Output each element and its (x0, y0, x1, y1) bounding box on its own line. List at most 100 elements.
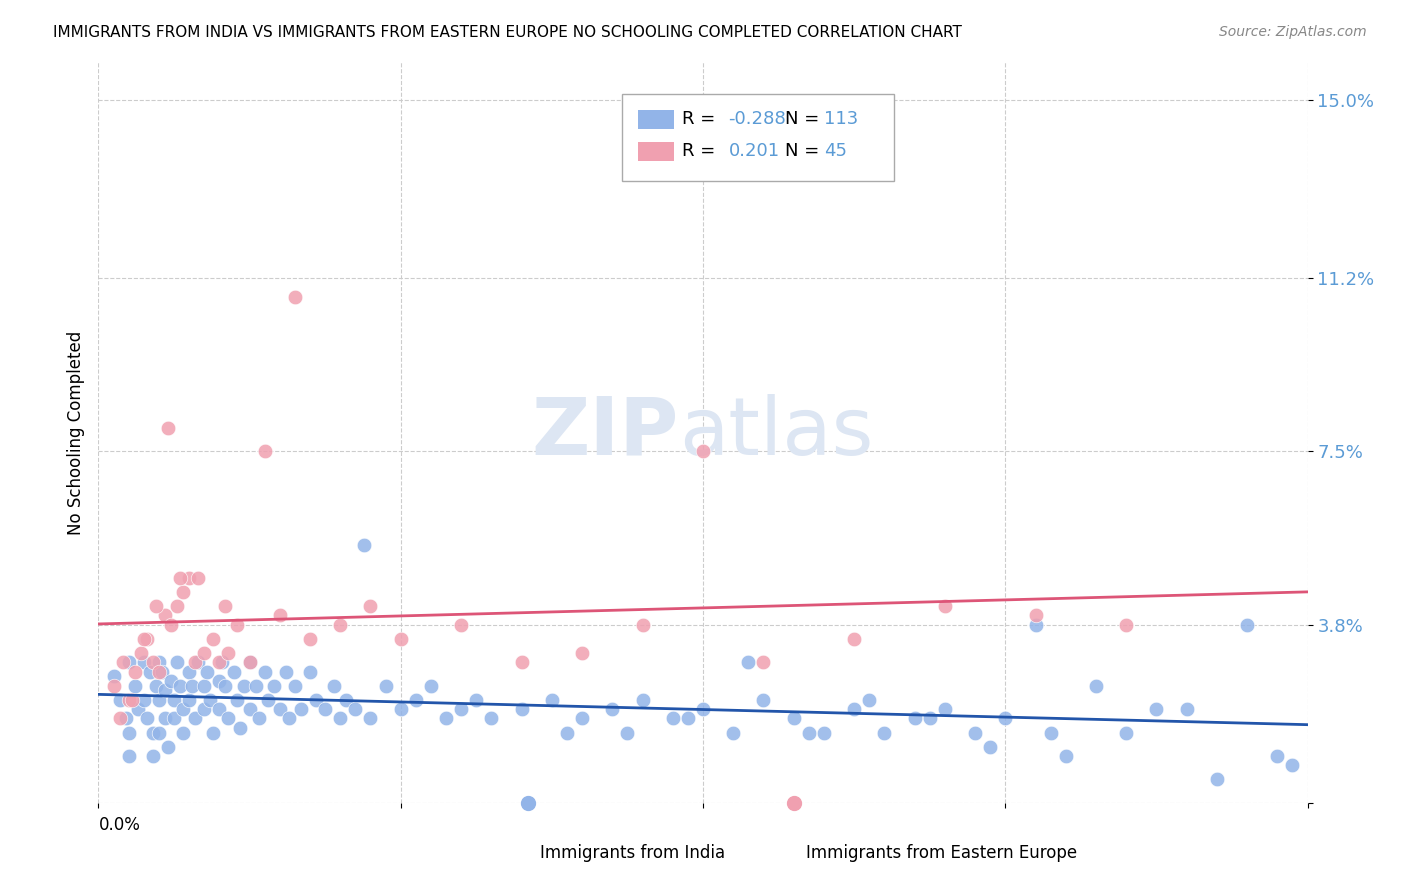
Point (132, 632, 155, 646)
Point (692, 444, 714, 458)
Text: R =: R = (682, 111, 721, 128)
Point (1024, 617, 1046, 632)
Point (305, 692, 328, 706)
Point (374, 679, 396, 693)
Text: R =: R = (682, 143, 721, 161)
Point (121, 692, 143, 706)
Point (353, 538, 375, 552)
Point (555, 725, 578, 739)
Text: Source: ZipAtlas.com: Source: ZipAtlas.com (1219, 25, 1367, 39)
Point (132, 692, 155, 706)
Point (179, 571, 201, 585)
Point (389, 632, 412, 646)
Point (217, 646, 239, 660)
Text: -0.288: -0.288 (728, 111, 786, 128)
Point (360, 599, 382, 613)
Point (323, 679, 346, 693)
Point (360, 711, 382, 725)
Point (184, 655, 207, 669)
Point (108, 692, 131, 706)
Point (214, 679, 236, 693)
Point (269, 608, 291, 623)
Point (160, 673, 183, 688)
Point (844, 702, 866, 716)
Point (994, 711, 1017, 725)
Point (274, 665, 297, 679)
Point (172, 725, 194, 739)
Point (139, 665, 162, 679)
Point (217, 711, 239, 725)
Text: atlas: atlas (679, 393, 873, 472)
Bar (638, 142, 673, 161)
Point (329, 711, 352, 725)
Point (145, 679, 167, 693)
Point (172, 702, 194, 716)
Point (450, 617, 472, 632)
Point (602, 702, 624, 716)
Point (118, 748, 141, 763)
Point (284, 290, 307, 304)
Point (166, 655, 188, 669)
Point (187, 655, 209, 669)
Point (1267, 748, 1289, 763)
Point (148, 725, 170, 739)
Point (148, 665, 170, 679)
Point (284, 679, 307, 693)
Text: N =: N = (785, 111, 825, 128)
Point (153, 608, 176, 623)
Point (450, 702, 472, 716)
Point (187, 571, 209, 585)
Point (797, 725, 820, 739)
Point (1160, 796, 1182, 810)
Point (858, 692, 880, 706)
Point (127, 702, 149, 716)
Point (169, 679, 191, 693)
Point (1024, 608, 1046, 623)
Point (181, 679, 204, 693)
Point (335, 692, 357, 706)
Point (163, 711, 186, 725)
Point (783, 711, 806, 725)
Point (631, 617, 654, 632)
Point (1175, 702, 1198, 716)
Point (571, 711, 593, 725)
Point (145, 599, 167, 613)
FancyBboxPatch shape (621, 94, 894, 181)
Point (214, 599, 236, 613)
Point (103, 679, 125, 693)
Point (103, 669, 125, 683)
Point (434, 711, 457, 725)
Point (202, 725, 225, 739)
Point (142, 725, 165, 739)
Point (510, 702, 533, 716)
Point (290, 702, 312, 716)
Point (148, 692, 170, 706)
Point (253, 665, 276, 679)
Point (208, 673, 231, 688)
Point (631, 692, 654, 706)
Point (389, 702, 412, 716)
Point (299, 632, 322, 646)
Point (1039, 725, 1062, 739)
Point (135, 711, 157, 725)
Point (179, 692, 201, 706)
Point (752, 655, 775, 669)
Point (226, 692, 249, 706)
Point (616, 725, 638, 739)
Point (166, 599, 188, 613)
Bar (638, 110, 673, 129)
Point (239, 655, 262, 669)
Point (918, 711, 941, 725)
Point (153, 683, 176, 698)
Point (934, 599, 956, 613)
Point (142, 748, 165, 763)
Point (108, 711, 131, 725)
Point (132, 655, 155, 669)
Point (208, 655, 231, 669)
Point (193, 679, 215, 693)
Point (247, 711, 270, 725)
Point (202, 632, 225, 646)
Point (172, 585, 194, 599)
Point (153, 711, 176, 725)
Point (965, 725, 987, 739)
